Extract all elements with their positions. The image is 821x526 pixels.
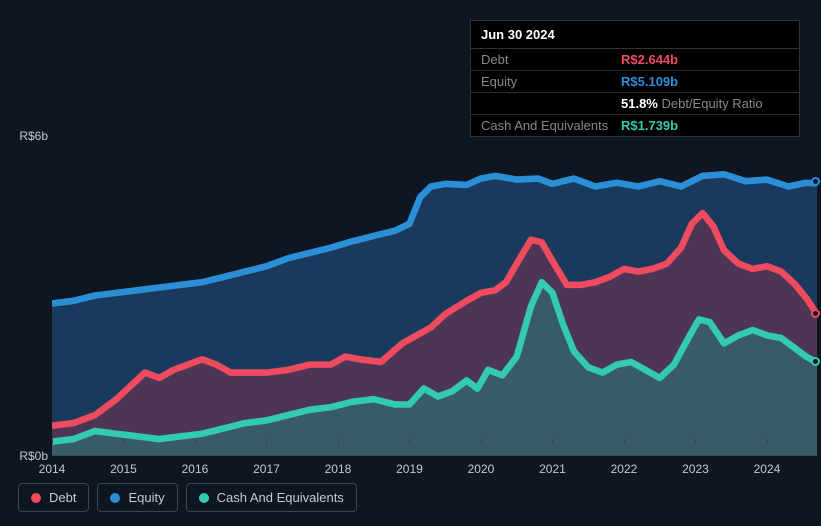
tooltip-row-label: Debt [481, 52, 621, 67]
x-tick-mark [767, 438, 768, 444]
x-tick: 2020 [468, 462, 495, 476]
tooltip-row-value: R$2.644b [621, 52, 678, 67]
x-axis: 2014201520162017201820192020202120222023… [52, 460, 817, 478]
tooltip-row-label [481, 96, 621, 111]
chart-svg [52, 136, 817, 455]
x-tick-mark [409, 438, 410, 444]
chart-tooltip: Jun 30 2024 DebtR$2.644bEquityR$5.109b51… [470, 20, 800, 137]
legend-dot-icon [110, 493, 120, 503]
legend-item-equity[interactable]: Equity [97, 483, 177, 512]
chart-area: R$6bR$0b 2014201520162017201820192020202… [18, 124, 817, 478]
y-tick: R$6b [19, 129, 48, 143]
debt-end-marker [811, 309, 820, 318]
plot-area[interactable] [52, 136, 817, 456]
legend: Debt Equity Cash And Equivalents [18, 483, 357, 512]
legend-item-debt[interactable]: Debt [18, 483, 89, 512]
legend-label: Cash And Equivalents [217, 490, 344, 505]
x-tick-mark [695, 438, 696, 444]
legend-item-cash[interactable]: Cash And Equivalents [186, 483, 357, 512]
legend-label: Debt [49, 490, 76, 505]
legend-dot-icon [199, 493, 209, 503]
y-tick: R$0b [19, 449, 48, 463]
x-tick: 2015 [110, 462, 137, 476]
legend-dot-icon [31, 493, 41, 503]
tooltip-rows: DebtR$2.644bEquityR$5.109b51.8% Debt/Equ… [471, 49, 799, 136]
tooltip-row-label: Equity [481, 74, 621, 89]
x-tick-mark [481, 438, 482, 444]
x-tick: 2021 [539, 462, 566, 476]
tooltip-row-value: R$5.109b [621, 74, 678, 89]
x-tick: 2014 [39, 462, 66, 476]
cash-end-marker [811, 357, 820, 366]
x-tick: 2024 [754, 462, 781, 476]
legend-label: Equity [128, 490, 164, 505]
x-tick: 2018 [325, 462, 352, 476]
tooltip-row-value: 51.8% Debt/Equity Ratio [621, 96, 763, 111]
x-tick-mark [624, 438, 625, 444]
x-tick: 2016 [182, 462, 209, 476]
tooltip-row: DebtR$2.644b [471, 49, 799, 71]
equity-end-marker [811, 177, 820, 186]
x-tick-mark [195, 438, 196, 444]
tooltip-date: Jun 30 2024 [471, 21, 799, 49]
x-tick-mark [123, 438, 124, 444]
x-tick-mark [52, 438, 53, 444]
x-tick-mark [552, 438, 553, 444]
x-tick: 2023 [682, 462, 709, 476]
y-axis: R$6bR$0b [18, 124, 52, 456]
tooltip-row: 51.8% Debt/Equity Ratio [471, 93, 799, 115]
x-tick: 2022 [611, 462, 638, 476]
tooltip-row: EquityR$5.109b [471, 71, 799, 93]
x-tick-mark [266, 438, 267, 444]
x-tick-mark [338, 438, 339, 444]
x-tick: 2017 [253, 462, 280, 476]
x-tick: 2019 [396, 462, 423, 476]
